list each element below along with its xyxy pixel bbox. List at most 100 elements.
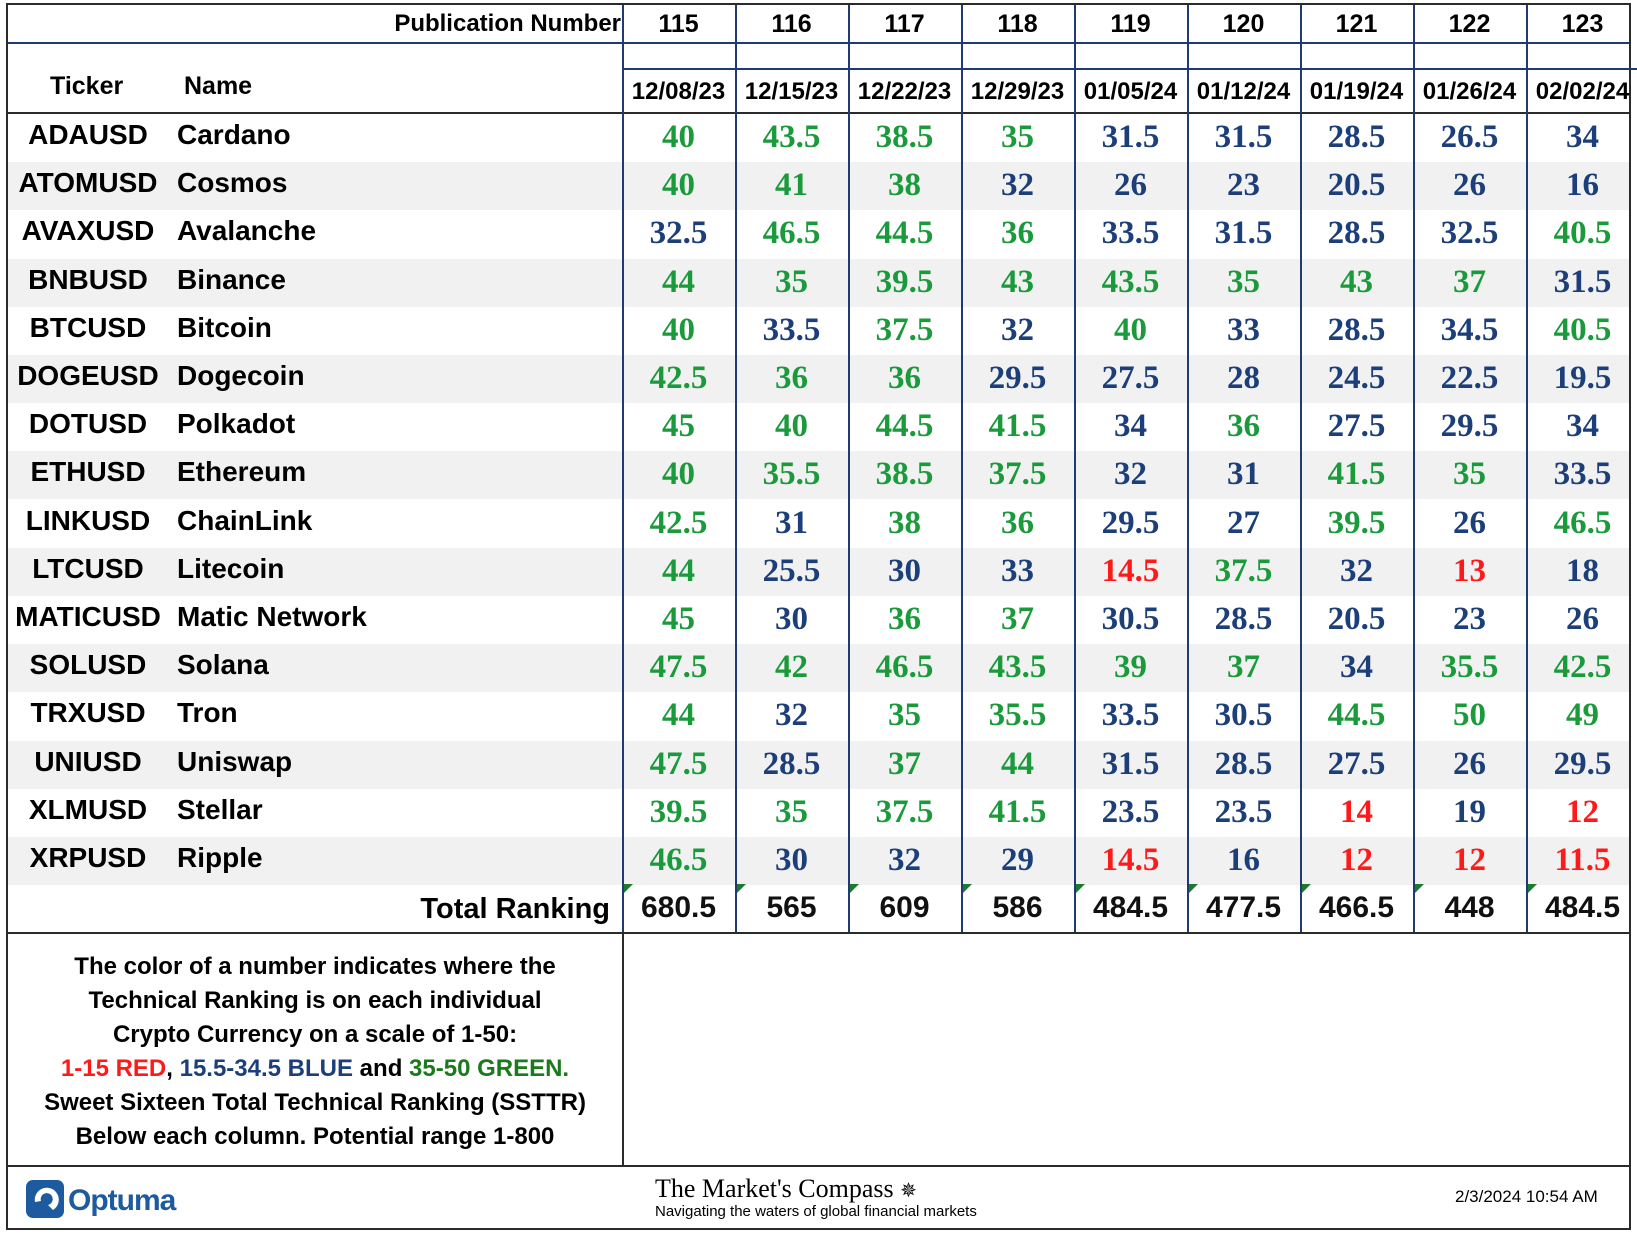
ranking-value: 44.5 — [875, 215, 934, 252]
publication-number: 122 — [1448, 10, 1491, 38]
color-legend: The color of a number indicates where th… — [8, 950, 622, 1154]
ranking-value: 32 — [1001, 311, 1034, 348]
ranking-value: 42.5 — [649, 360, 708, 396]
legend-bottom-rule — [8, 1165, 1629, 1167]
ranking-value: 43 — [1001, 263, 1034, 300]
legend-red-range: 1-15 RED — [60, 1055, 167, 1082]
legend-separator-2: and — [353, 1055, 410, 1082]
total-cell-marker — [1415, 884, 1424, 893]
ticker-cell: AVAXUSD — [21, 215, 155, 247]
ranking-value: 20.5 — [1327, 167, 1386, 204]
ranking-value: 40.5 — [1553, 311, 1612, 348]
header-top-rule — [8, 42, 1629, 44]
ranking-value: 44 — [662, 552, 695, 589]
name-cell: Bitcoin — [177, 311, 272, 343]
ranking-value: 29.5 — [1101, 504, 1160, 541]
ranking-value: 34 — [1566, 408, 1599, 445]
column-date: 12/15/23 — [744, 78, 839, 105]
publication-number: 116 — [771, 10, 812, 38]
ranking-value: 16 — [1227, 842, 1260, 878]
row-stripe — [8, 258, 1629, 307]
ranking-value: 28.5 — [1327, 119, 1386, 155]
ticker-cell: BTCUSD — [29, 311, 147, 343]
markets-compass-title-text: The Market's Compass — [655, 1174, 894, 1203]
ranking-value: 35 — [1001, 119, 1034, 155]
optuma-logo-icon — [26, 1180, 64, 1218]
ranking-value: 23.5 — [1101, 793, 1160, 830]
ranking-value: 29.5 — [1553, 745, 1612, 782]
ranking-value: 38.5 — [875, 456, 934, 493]
name-cell: Cosmos — [177, 167, 288, 199]
legend-divider — [622, 932, 624, 1165]
ranking-value: 40 — [662, 167, 695, 204]
ranking-value: 32 — [1114, 456, 1147, 493]
publication-number: 120 — [1222, 10, 1265, 38]
column-date: 12/29/23 — [970, 78, 1065, 105]
ranking-value: 39.5 — [649, 793, 708, 830]
ranking-value: 50 — [1453, 697, 1486, 734]
legend-green-range: 35-50 GREEN. — [409, 1055, 570, 1082]
ranking-value: 40 — [662, 311, 695, 348]
ranking-value: 39.5 — [875, 263, 934, 300]
ranking-value: 13 — [1453, 552, 1486, 589]
ranking-value: 19 — [1453, 793, 1486, 830]
ticker-cell: TRXUSD — [30, 697, 146, 729]
column-date: 01/19/24 — [1309, 78, 1404, 105]
ranking-value: 37.5 — [875, 793, 934, 830]
ranking-value: 37 — [1001, 601, 1034, 637]
ranking-value: 37 — [888, 745, 921, 782]
ranking-value: 42.5 — [1553, 649, 1612, 686]
ranking-value: 45 — [662, 601, 695, 637]
ranking-value: 28 — [1227, 360, 1260, 396]
table-frame — [6, 3, 1631, 1230]
ticker-cell: XLMUSD — [28, 793, 148, 825]
ranking-value: 44.5 — [875, 408, 934, 445]
legend-line-5: Sweet Sixteen Total Technical Ranking (S… — [44, 1089, 586, 1116]
ranking-value: 23 — [1227, 167, 1260, 204]
legend-blue-range: 15.5-34.5 BLUE — [179, 1055, 354, 1082]
ranking-value: 22.5 — [1440, 360, 1499, 396]
publication-number: 117 — [884, 10, 925, 38]
ranking-value: 31 — [775, 504, 808, 541]
ranking-value: 33.5 — [762, 311, 821, 348]
column-divider — [1413, 5, 1415, 932]
column-divider — [735, 5, 737, 932]
name-cell: Ethereum — [177, 456, 307, 488]
ranking-value: 27.5 — [1101, 360, 1160, 396]
ranking-value: 35.5 — [762, 456, 821, 493]
ranking-value: 12 — [1566, 793, 1599, 830]
ranking-value: 25.5 — [762, 552, 821, 589]
ticker-cell: LINKUSD — [25, 504, 151, 536]
ranking-value: 16 — [1566, 167, 1599, 204]
ranking-value: 30.5 — [1214, 697, 1273, 734]
ranking-value: 34 — [1340, 649, 1373, 686]
optuma-logo-text: Optuma — [68, 1184, 176, 1217]
ranking-value: 11.5 — [1554, 842, 1611, 878]
ranking-value: 46.5 — [762, 215, 821, 252]
column-date: 02/02/24 — [1535, 78, 1630, 105]
ranking-value: 28.5 — [762, 745, 821, 782]
ranking-value: 46.5 — [649, 842, 708, 878]
name-cell: Tron — [177, 697, 238, 729]
ticker-cell: SOLUSD — [29, 649, 147, 681]
ranking-value: 46.5 — [875, 649, 934, 686]
row-stripe — [8, 355, 1629, 403]
ranking-value: 32.5 — [1440, 215, 1499, 252]
ranking-value: 32 — [888, 842, 921, 878]
ranking-value: 40 — [662, 456, 695, 493]
ticker-cell: ATOMUSD — [18, 167, 158, 199]
legend-line-2: Technical Ranking is on each individual — [88, 987, 542, 1014]
ranking-value: 36 — [1227, 408, 1260, 445]
ticker-cell: DOGEUSD — [17, 360, 159, 391]
ranking-value: 47.5 — [649, 745, 708, 782]
name-cell: Litecoin — [177, 552, 285, 584]
legend-line-4: 1-15 RED, 15.5-34.5 BLUE and 35-50 GREEN… — [8, 1052, 622, 1086]
publication-number: 121 — [1335, 10, 1378, 38]
column-divider — [1187, 5, 1189, 932]
total-ranking-value: 609 — [879, 891, 930, 924]
total-ranking-value: 586 — [992, 891, 1043, 924]
header-mid-rule — [622, 68, 1637, 70]
name-cell: Ripple — [177, 842, 263, 873]
header-bottom-rule — [8, 112, 1629, 114]
ranking-value: 31.5 — [1101, 745, 1160, 782]
